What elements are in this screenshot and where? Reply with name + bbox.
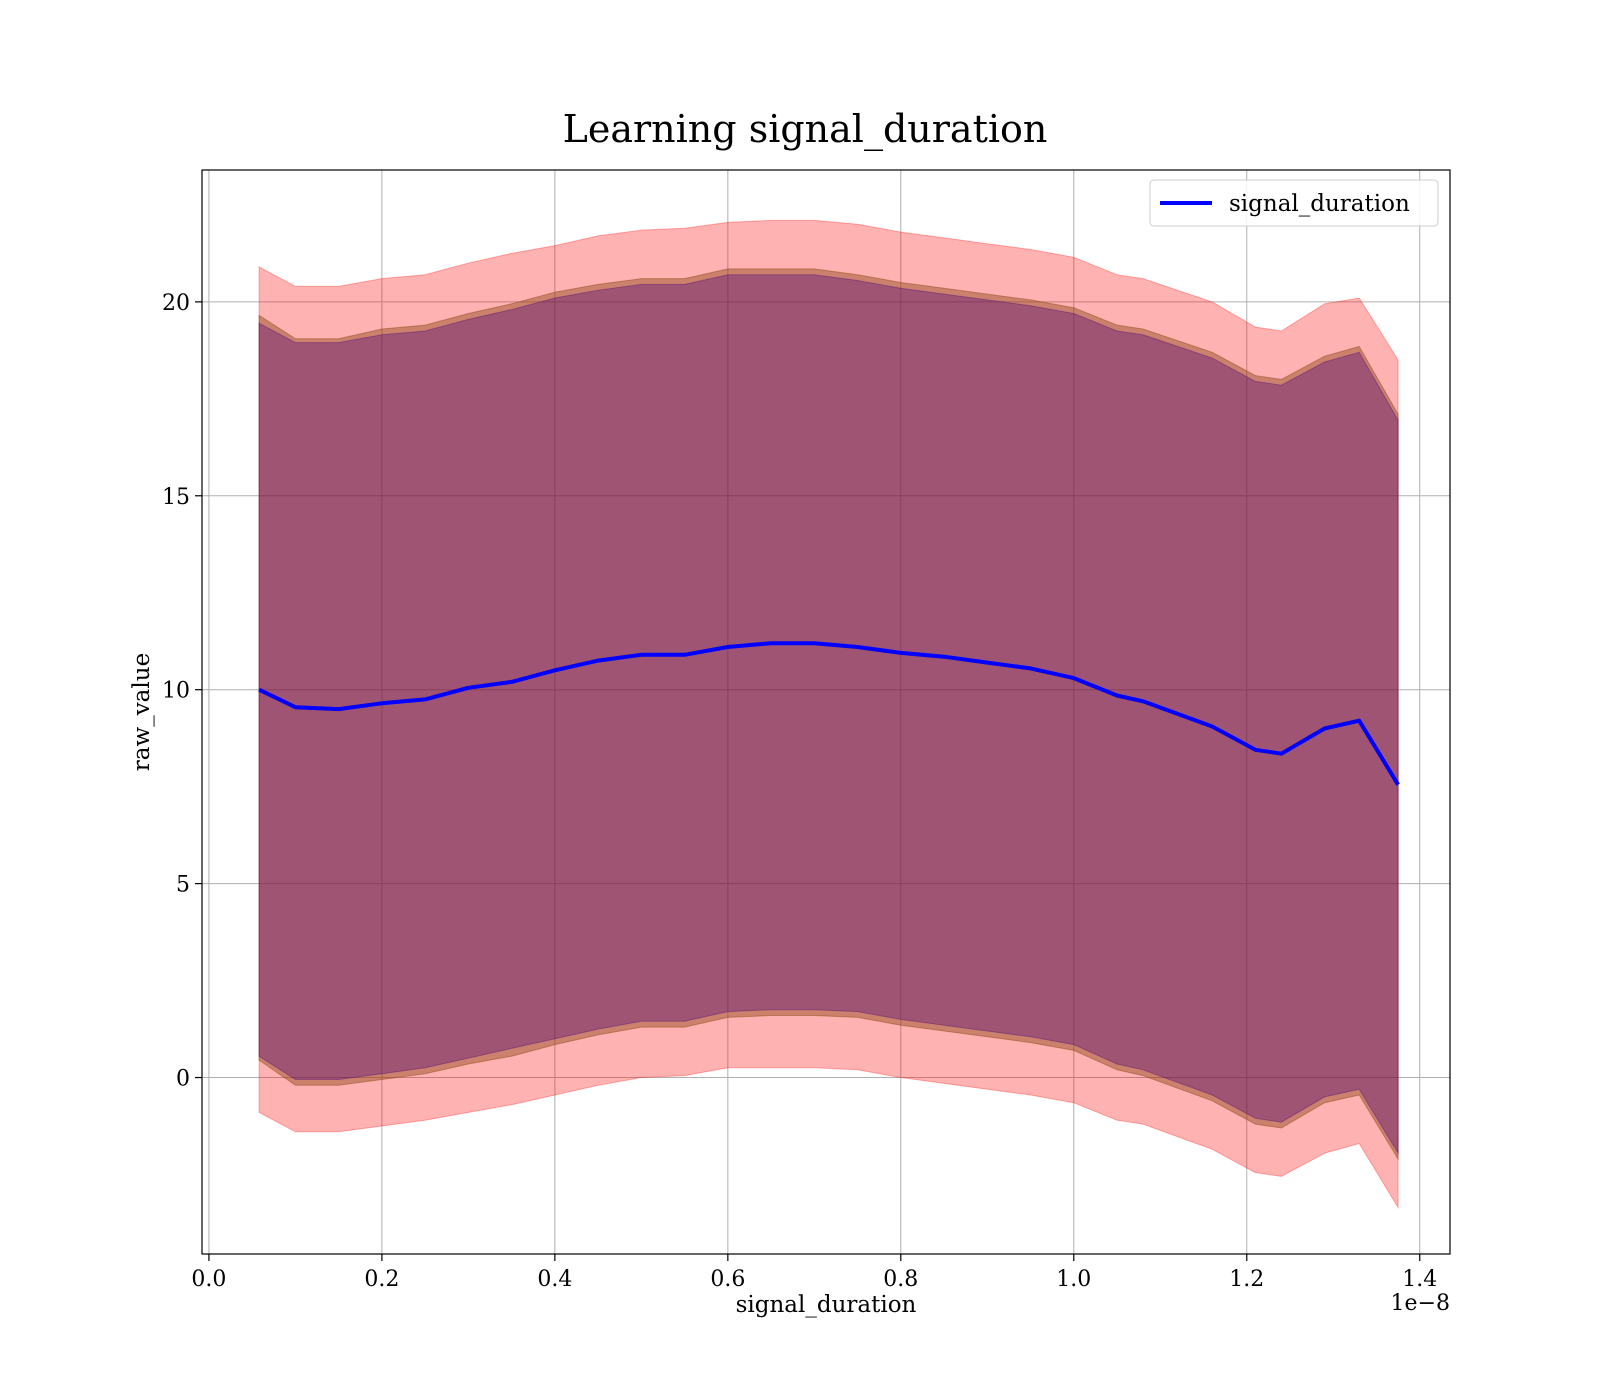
- y-axis-label: raw_value: [129, 653, 155, 771]
- x-tick-label: 0.2: [364, 1267, 399, 1292]
- y-tick-label: 20: [162, 291, 190, 316]
- x-tick-label: 0.0: [191, 1267, 226, 1292]
- x-tick-label: 0.8: [883, 1267, 918, 1292]
- x-tick-label: 1.0: [1056, 1267, 1091, 1292]
- band-inner: [258, 274, 1399, 1155]
- legend-box: [1149, 179, 1439, 227]
- x-ticks: 0.0 0.2 0.4 0.6 0.8 1.0 1.2 1.4: [191, 1254, 1437, 1292]
- y-tick-label: 5: [176, 873, 190, 898]
- confidence-bands: [258, 219, 1399, 1210]
- legend-label-signal-duration: signal_duration: [1229, 191, 1410, 217]
- band-middle: [258, 268, 1399, 1161]
- band-outer: [258, 219, 1399, 1210]
- x-tick-label: 0.6: [710, 1267, 745, 1292]
- x-offset-label: 1e−8: [1391, 1291, 1450, 1316]
- x-tick-label: 1.2: [1229, 1267, 1264, 1292]
- x-tick-label: 0.4: [537, 1267, 572, 1292]
- plot-frame: [201, 169, 1451, 1255]
- grid: [202, 170, 1450, 1254]
- y-tick-label: 15: [162, 485, 190, 510]
- legend: signal_duration: [1149, 179, 1439, 227]
- y-tick-label: 10: [162, 679, 190, 704]
- series-lines: [258, 641, 1400, 786]
- x-tick-label: 1.4: [1402, 1267, 1437, 1292]
- chart-title: Learning signal_duration: [563, 107, 1048, 152]
- y-ticks: 0 5 10 15 20: [162, 291, 202, 1092]
- x-axis-label: signal_duration: [736, 1292, 917, 1318]
- series-line-signal_duration: [258, 641, 1400, 786]
- y-tick-label: 0: [176, 1067, 190, 1092]
